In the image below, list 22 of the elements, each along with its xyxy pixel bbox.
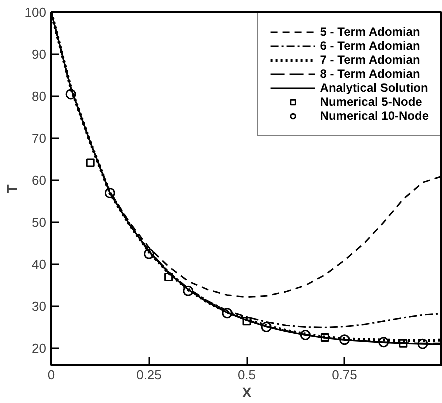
x-tick-label: 0.5: [238, 368, 256, 382]
y-tick-label: 30: [32, 299, 47, 314]
y-tick-label: 70: [32, 131, 47, 146]
legend-label: Numerical 5-Node: [320, 95, 422, 109]
legend-label: Analytical Solution: [320, 81, 428, 95]
y-tick-label: 60: [32, 173, 47, 188]
x-tick-label: 0.25: [136, 368, 162, 382]
x-axis-title: X: [242, 384, 252, 400]
y-tick-label: 100: [24, 5, 47, 20]
x-tick-label: 0: [48, 368, 56, 382]
x-tick-label: 0.75: [332, 368, 358, 382]
legend-label: 7 - Term Adomian: [320, 53, 420, 67]
legend-label: 8 - Term Adomian: [320, 67, 420, 81]
y-tick-label: 50: [32, 215, 47, 230]
y-axis-title: T: [4, 184, 20, 194]
legend-label: 6 - Term Adomian: [320, 39, 420, 53]
y-tick-label: 20: [32, 341, 47, 356]
y-tick-label: 40: [32, 257, 47, 272]
legend-label: 5 - Term Adomian: [320, 25, 420, 39]
legend-label: Numerical 10-Node: [320, 109, 429, 123]
y-tick-label: 80: [32, 89, 47, 104]
y-tick-label: 90: [32, 47, 47, 62]
